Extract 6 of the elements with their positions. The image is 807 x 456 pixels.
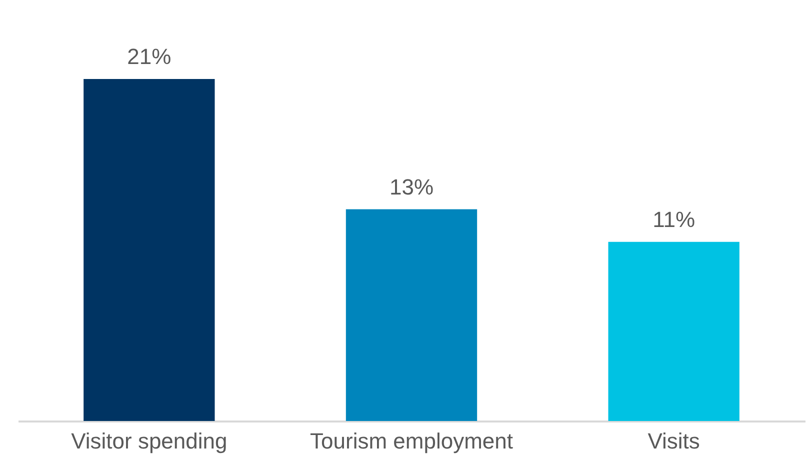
x-tick-label: Tourism employment	[310, 428, 513, 454]
x-tick-label: Visits	[648, 428, 700, 454]
data-label: 11%	[652, 206, 696, 232]
data-label: 21%	[127, 44, 172, 69]
data-label: 13%	[389, 174, 434, 200]
x-tick-label: Visitor spending	[71, 428, 228, 454]
